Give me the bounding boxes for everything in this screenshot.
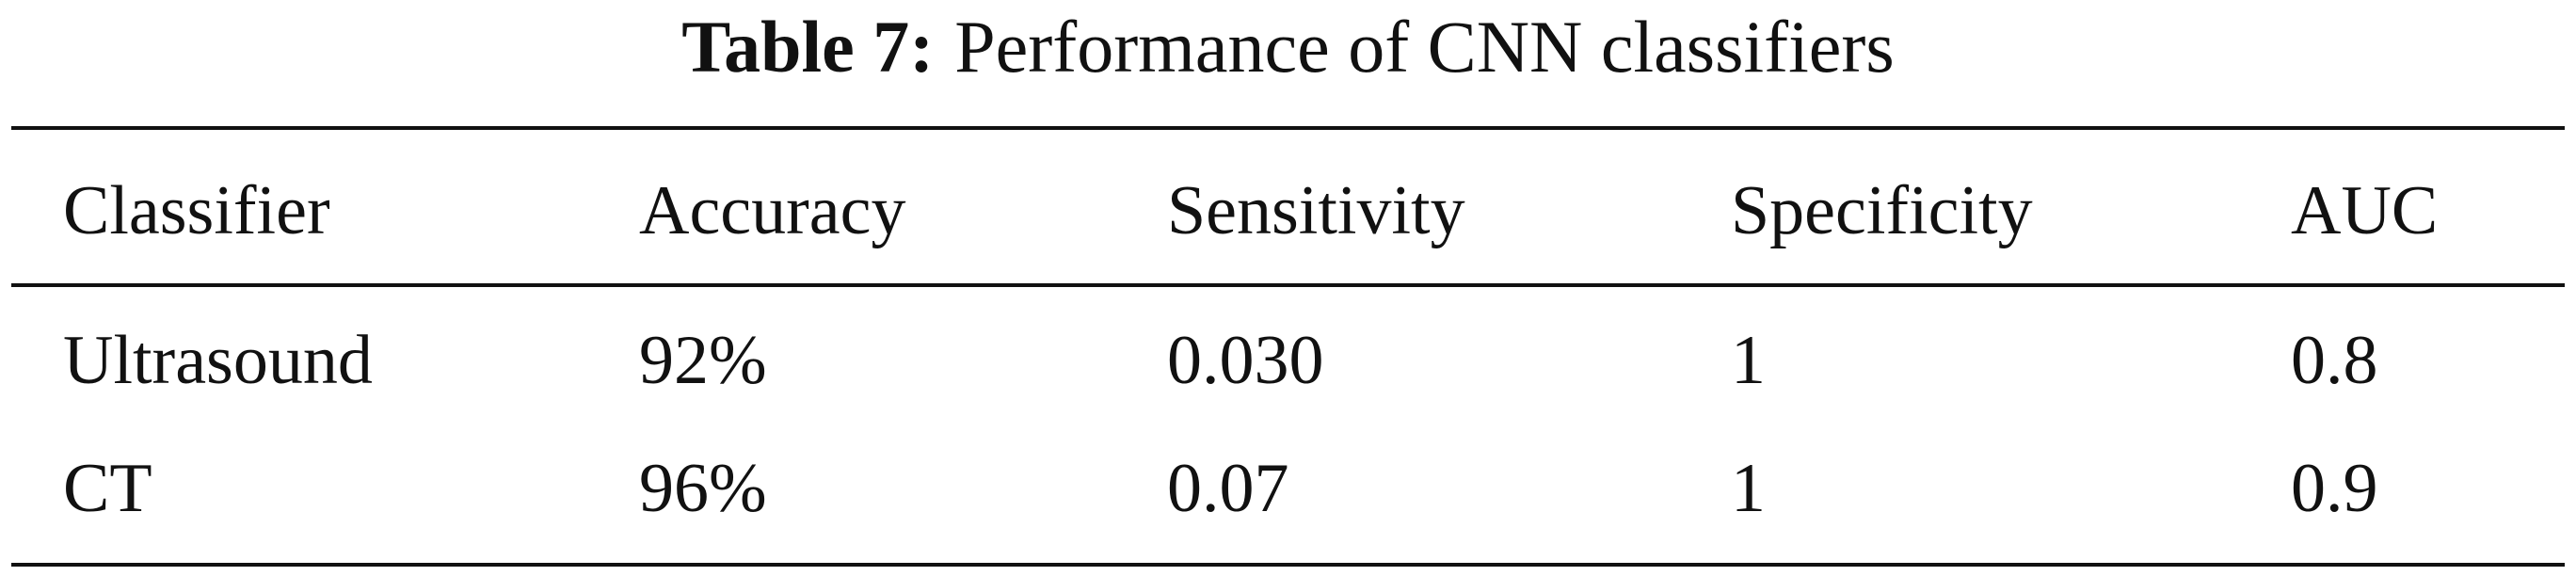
table-cell: 96% <box>639 450 767 527</box>
header-cell: Specificity <box>1731 172 2033 249</box>
caption-text: Performance of CNN classifiers <box>954 6 1895 88</box>
caption-label: Table 7: <box>681 6 935 88</box>
header-cell: Sensitivity <box>1167 172 1465 249</box>
bottom-rule <box>11 563 2565 567</box>
header-rule <box>11 283 2565 287</box>
header-cell: Classifier <box>63 172 330 249</box>
table-cell: 0.030 <box>1167 322 1324 399</box>
table-cell: 1 <box>1731 450 1766 527</box>
table-cell: 0.07 <box>1167 450 1289 527</box>
table-caption: Table 7: Performance of CNN classifiers <box>0 8 2576 87</box>
header-cell: AUC <box>2291 172 2439 249</box>
table-cell: CT <box>63 450 152 527</box>
header-cell: Accuracy <box>639 172 906 249</box>
table-cell: 1 <box>1731 322 1766 399</box>
top-rule <box>11 126 2565 130</box>
table-cell: 0.9 <box>2291 450 2378 527</box>
table-cell: 92% <box>639 322 767 399</box>
table-cell: 0.8 <box>2291 322 2378 399</box>
table-cell: Ultrasound <box>63 322 373 399</box>
